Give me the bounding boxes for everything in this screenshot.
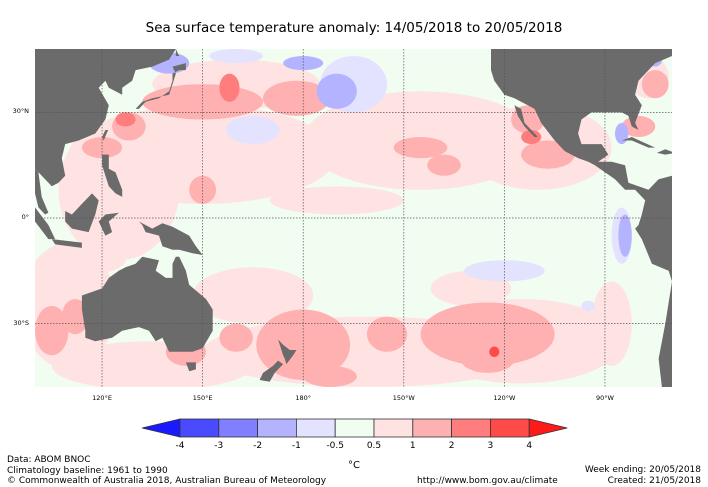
anomaly-patch (209, 49, 263, 64)
longitude-label: 120°E (92, 394, 112, 402)
longitude-label: 150°E (192, 394, 213, 402)
latitude-label: 30°S (13, 318, 29, 327)
longitude-label: 90°W (595, 394, 614, 402)
anomaly-patch (521, 129, 542, 145)
anomaly-patch (393, 137, 448, 159)
colorbar (141, 418, 568, 438)
anomaly-patch (189, 175, 217, 204)
map-canvas (35, 49, 672, 387)
latitude-label: 30°N (12, 107, 29, 116)
colorbar-segment (373, 418, 414, 438)
colorbar-segment (218, 418, 259, 438)
anomaly-patch (460, 344, 515, 373)
landmass-sulawesi (98, 212, 119, 236)
landmass-hispaniola (656, 149, 672, 155)
colorbar-min-arrow (141, 418, 181, 438)
week-ending: Week ending: 20/05/2018 (584, 465, 701, 475)
landmass-north-america (491, 49, 672, 387)
landmass-baja (514, 105, 538, 137)
bom-url-link[interactable]: http://www.bom.gov.au/climate (417, 476, 558, 486)
colorbar-segment (334, 418, 375, 438)
landmass-sakhalin-kamchatka (175, 49, 180, 56)
landmass-taiwan (102, 130, 109, 141)
anomaly-patch (316, 73, 357, 109)
anomaly-patch (45, 246, 126, 275)
anomaly-patch (621, 115, 656, 138)
colorbar-tick-label: -4 (175, 441, 185, 451)
landmass-australia (81, 256, 213, 352)
colorbar-segment (412, 418, 452, 438)
sst-anomaly-map (35, 49, 672, 387)
climatology-baseline: Climatology baseline: 1961 to 1990 (7, 465, 168, 476)
chart-title: Sea surface temperature anomaly: 14/05/2… (145, 20, 563, 36)
footer-right: Week ending: 20/05/2018 Created: 21/05/2… (585, 465, 701, 486)
colorbar-tick-label: -0.5 (326, 441, 344, 451)
colorbar-tick-label: -3 (214, 441, 224, 451)
landmass-nz-north (278, 339, 297, 365)
colorbar-tick-label: 1 (409, 441, 416, 451)
landmass-asia-mainland (35, 49, 176, 187)
landmass-malay-peninsula (35, 168, 49, 215)
longitude-label: 150°W (392, 394, 415, 402)
colorbar-max-arrow (528, 418, 568, 438)
anomaly-patch (115, 112, 136, 127)
anomaly-patch (226, 115, 280, 145)
data-source: Data: ABOM BNOC (7, 455, 91, 465)
anomaly-patch (219, 323, 253, 352)
landmass-java (51, 239, 82, 248)
colorbar-tick-label: 3 (487, 441, 494, 451)
colorbar-segment (179, 418, 220, 438)
copyright: © Commonwealth of Australia 2018, Austra… (7, 476, 327, 486)
anomaly-patch (192, 267, 314, 324)
created-date: Created: 21/05/2018 (607, 475, 701, 486)
anomaly-patch (641, 70, 669, 99)
colorbar-segment (489, 418, 530, 438)
anomaly-patch (464, 260, 545, 282)
colorbar-tick-label: 0.5 (366, 441, 382, 451)
anomaly-patch (489, 346, 500, 358)
landmass-nz-south (259, 360, 284, 382)
anomaly-patch (581, 300, 595, 312)
colorbar-tick-label: -1 (291, 441, 301, 451)
colorbar-segment (451, 418, 491, 438)
colorbar-tick-label: -2 (253, 441, 263, 451)
anomaly-patch (269, 186, 404, 215)
colorbar-tick-label: 4 (526, 441, 533, 451)
landmass-philippines (102, 154, 123, 197)
colorbar-tick-label: 2 (448, 441, 455, 451)
colorbar-segment (257, 418, 297, 438)
anomaly-patch (303, 365, 357, 387)
landmass-borneo (65, 193, 99, 233)
landmass-new-guinea (138, 221, 203, 255)
landmass-cuba (621, 137, 656, 148)
graticule (35, 49, 672, 387)
anomaly-patch (618, 214, 632, 257)
anomaly-patch (35, 306, 69, 356)
colorbar-segment (295, 418, 336, 438)
landmass-hawaii (383, 147, 387, 152)
longitude-label: 180° (295, 394, 312, 402)
landmass-sumatra (35, 207, 56, 240)
landmass-japan (135, 63, 186, 109)
anomaly-patch (81, 137, 123, 159)
latitude-label: 0° (21, 213, 29, 221)
longitude-label: 120°W (493, 394, 516, 402)
anomaly-patch (420, 302, 555, 366)
anomaly-patch (521, 140, 575, 169)
landmass-tasmania (185, 362, 196, 372)
anomaly-patch (283, 56, 324, 71)
anomaly-patch (219, 73, 240, 102)
colorbar-unit: °C (348, 460, 360, 471)
anomaly-patch (615, 122, 629, 145)
anomaly-patch (427, 154, 461, 176)
anomaly-patch (366, 316, 408, 352)
footer-left: Data: ABOM BNOC Climatology baseline: 19… (7, 455, 326, 487)
land-layer (35, 49, 672, 387)
anomaly-patch (262, 80, 331, 116)
